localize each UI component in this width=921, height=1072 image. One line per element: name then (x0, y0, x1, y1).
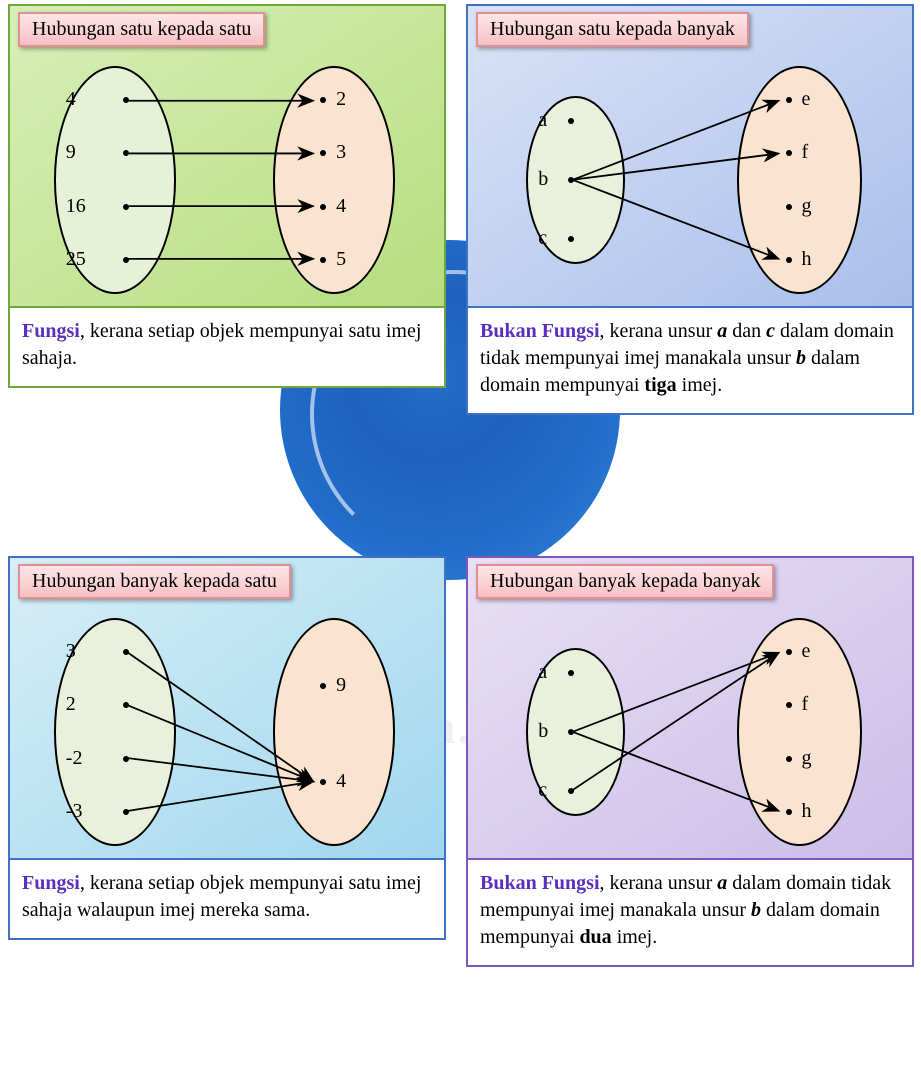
codomain-label: e (802, 88, 811, 111)
panel-caption: Bukan Fungsi, kerana unsur a dan c dalam… (468, 306, 912, 413)
domain-label: -2 (66, 747, 83, 770)
domain-label: 9 (66, 141, 76, 164)
panel-title: Hubungan satu kepada banyak (476, 12, 749, 47)
panel-caption: Fungsi, kerana setiap objek mempunyai sa… (10, 858, 444, 938)
domain-point (568, 729, 574, 735)
domain-label: c (538, 779, 547, 802)
codomain-label: e (802, 640, 811, 663)
codomain-point (786, 204, 792, 210)
domain-label: c (538, 227, 547, 250)
codomain-set (737, 618, 862, 846)
caption-lead: Bukan Fungsi (480, 872, 600, 894)
caption-lead: Bukan Fungsi (480, 320, 600, 342)
codomain-point (786, 649, 792, 655)
domain-point (568, 177, 574, 183)
codomain-point (320, 257, 326, 263)
domain-point (123, 809, 129, 815)
codomain-point (320, 204, 326, 210)
codomain-label: 4 (336, 770, 346, 793)
domain-label: b (538, 720, 548, 743)
domain-label: a (538, 661, 547, 684)
diagram-area: Hubungan satu kepada satu 4 9 16 25 2 3 4 5 (10, 6, 444, 306)
diagram-area: Hubungan satu kepada banyak a b c e f g h (468, 6, 912, 306)
caption-body: , kerana setiap objek mempunyai satu ime… (22, 872, 421, 921)
codomain-label: 3 (336, 141, 346, 164)
domain-label: 2 (66, 693, 76, 716)
codomain-label: h (802, 248, 812, 271)
codomain-point (786, 97, 792, 103)
panel-caption: Bukan Fungsi, kerana unsur a dalam domai… (468, 858, 912, 965)
codomain-label: g (802, 747, 812, 770)
panel-title: Hubungan satu kepada satu (18, 12, 265, 47)
codomain-set (737, 66, 862, 294)
panel-title: Hubungan banyak kepada satu (18, 564, 291, 599)
domain-point (123, 257, 129, 263)
domain-point (568, 118, 574, 124)
domain-point (123, 204, 129, 210)
domain-label: 25 (66, 248, 86, 271)
container: OnlineTuition.com.my Hubungan satu kepad… (0, 0, 921, 1072)
domain-label: 3 (66, 640, 76, 663)
codomain-point (786, 257, 792, 263)
codomain-set (273, 618, 396, 846)
codomain-label: f (802, 141, 809, 164)
panel-many-to-one: Hubungan banyak kepada satu 3 2 -2 -3 9 4 Fungs… (8, 556, 446, 940)
codomain-label: g (802, 195, 812, 218)
codomain-point (786, 702, 792, 708)
codomain-label: 5 (336, 248, 346, 271)
codomain-label: f (802, 693, 809, 716)
domain-label: 4 (66, 88, 76, 111)
codomain-label: 9 (336, 674, 346, 697)
caption-lead: Fungsi (22, 320, 80, 342)
panel-caption: Fungsi, kerana setiap objek mempunyai sa… (10, 306, 444, 386)
diagram-area: Hubungan banyak kepada satu 3 2 -2 -3 9 4 (10, 558, 444, 858)
caption-lead: Fungsi (22, 872, 80, 894)
codomain-label: h (802, 800, 812, 823)
domain-label: 16 (66, 195, 86, 218)
caption-body: , kerana setiap objek mempunyai satu ime… (22, 320, 421, 369)
codomain-point (786, 809, 792, 815)
panel-many-to-many: Hubungan banyak kepada banyak a b c e f g h Buka… (466, 556, 914, 967)
codomain-label: 4 (336, 195, 346, 218)
domain-point (568, 236, 574, 242)
domain-point (568, 788, 574, 794)
domain-point (123, 756, 129, 762)
domain-label: -3 (66, 800, 83, 823)
codomain-label: 2 (336, 88, 346, 111)
panel-one-to-one: Hubungan satu kepada satu 4 9 16 25 2 3 4 5 Fungs… (8, 4, 446, 388)
domain-point (568, 670, 574, 676)
domain-label: a (538, 109, 547, 132)
codomain-point (786, 150, 792, 156)
panel-title: Hubungan banyak kepada banyak (476, 564, 774, 599)
codomain-point (786, 756, 792, 762)
diagram-area: Hubungan banyak kepada banyak a b c e f g h (468, 558, 912, 858)
domain-label: b (538, 168, 548, 191)
codomain-set (273, 66, 396, 294)
panel-one-to-many: Hubungan satu kepada banyak a b c e f g h Bukan … (466, 4, 914, 415)
